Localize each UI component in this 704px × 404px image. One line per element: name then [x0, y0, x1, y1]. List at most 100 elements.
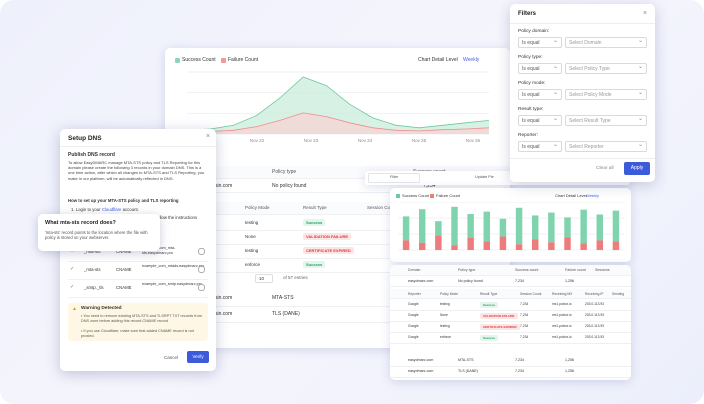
record-host: _mta-sts: [84, 249, 101, 254]
table-row[interactable]: domain.com No policy found 7,234: [165, 180, 510, 193]
toolbar-item[interactable]: Update Pie: [475, 175, 494, 179]
value-select[interactable]: Select Reporter: [565, 141, 647, 152]
cell: testing: [440, 302, 450, 306]
success-bar: [515, 207, 523, 245]
legend-label: Success Count: [182, 57, 216, 63]
cell: enforce: [245, 262, 261, 267]
cell: 203.0.113.93: [585, 302, 605, 306]
cell: 203.0.113.93: [585, 324, 605, 328]
cell: mx1.pobox.io: [552, 324, 572, 328]
apply-button[interactable]: Apply: [624, 162, 650, 175]
cell: mx1.pobox.io: [552, 302, 572, 306]
success-bar: [402, 216, 410, 241]
record-type: CNAME: [116, 285, 132, 290]
success-line: [186, 76, 490, 131]
sub-row: testing CERTIFICATE EXPIRED: [165, 244, 510, 259]
success-area: [187, 77, 489, 134]
cell: 1,256: [565, 279, 574, 283]
column-header: Failure count: [565, 268, 586, 272]
step: follow the instructions: [156, 215, 198, 220]
failure-bar: [483, 241, 491, 250]
step-link[interactable]: Cloudflare: [101, 207, 122, 212]
cell: testing: [440, 324, 450, 328]
cell: TLS (DANE): [272, 311, 300, 317]
tooltip: What mta-sts record does? 'mta-sts' reco…: [38, 214, 160, 251]
sub-row: Google enforce Success 7,234 mx1.pobox.io 203…: [390, 332, 631, 344]
legend-swatch: [430, 194, 434, 198]
toolbar-item[interactable]: Filter: [390, 175, 399, 179]
value-select[interactable]: Select Domain: [565, 37, 647, 48]
success-bar: [548, 212, 555, 243]
cell: Google: [408, 313, 419, 317]
verify-button[interactable]: Verify: [187, 351, 209, 363]
cell: 7,234: [515, 369, 524, 373]
copy-button[interactable]: [198, 266, 205, 273]
cell: TLS (DANE): [458, 369, 478, 373]
success-bar: [531, 215, 539, 240]
table-header: Domain Policy type Success count Failure co…: [390, 265, 631, 276]
page-size[interactable]: 10: [255, 274, 274, 283]
tooltip-text: 'mta-sts' record points to the location …: [45, 230, 148, 241]
success-bar: [418, 209, 426, 243]
cell: No policy found: [272, 183, 307, 189]
operator-select[interactable]: Is equal: [518, 115, 562, 126]
detail-value[interactable]: Weekly: [586, 193, 600, 198]
copy-button[interactable]: [198, 284, 205, 291]
copy-button[interactable]: [198, 248, 205, 255]
failure-bar: [596, 240, 604, 250]
field-label: Policy domain:: [518, 29, 550, 34]
failure-bar: [531, 239, 539, 250]
value-select[interactable]: Select Policy Type: [565, 63, 647, 74]
table-row[interactable]: easydmarc.com MTA-STS 7,234 1,256: [390, 355, 631, 367]
failure-bar: [580, 243, 587, 250]
divider: [510, 158, 655, 159]
detail-value[interactable]: Weekly: [463, 57, 480, 63]
cell: enforce: [440, 335, 451, 339]
legend-label: Success Count: [402, 193, 429, 198]
cancel-button[interactable]: Cancel: [164, 355, 179, 360]
operator-select[interactable]: Is equal: [518, 141, 562, 152]
bar-chart-card: Success Count Failure Count Chart Detail…: [390, 188, 631, 262]
step-text: 1. Login to your: [71, 207, 101, 212]
cell: Success: [480, 301, 499, 308]
failure-area: [187, 112, 489, 134]
value-select[interactable]: Select Policy Mode: [565, 89, 647, 100]
instructions: To allow EasyDMARC manage MTA-STS policy…: [68, 160, 205, 181]
cell: 7,234: [520, 313, 529, 317]
column-header: Success count: [515, 268, 539, 272]
cell: Google: [408, 324, 419, 328]
operator-select[interactable]: Is equal: [518, 37, 562, 48]
operator-select[interactable]: Is equal: [518, 89, 562, 100]
cell: 7,234: [423, 183, 436, 189]
warning-title: Warning Detected: [81, 306, 122, 311]
failure-line: [186, 112, 490, 133]
cell: 7,234: [515, 279, 524, 283]
clear-button[interactable]: Clear all: [596, 166, 614, 171]
failure-bar: [435, 235, 442, 250]
cell: Success: [480, 334, 499, 341]
sub-row: enforce Success: [165, 258, 510, 273]
setup-dns-modal: Setup DNS × Publish DNS record To allow …: [60, 129, 216, 371]
column-header: Result Type: [480, 291, 498, 296]
value-select[interactable]: Select Result Type: [565, 115, 647, 126]
entries-label: of 57 entries: [283, 275, 308, 280]
close-button[interactable]: ×: [206, 133, 211, 140]
cell: 7,234: [520, 324, 529, 328]
table-row[interactable]: easydmarc.com TLS (DANE) 7,234 1,256: [390, 366, 631, 378]
record-type: CNAME: [116, 249, 132, 254]
x-tick-label: Nov 24: [358, 138, 373, 143]
cell: testing: [245, 220, 259, 225]
section-title: Publish DNS record: [68, 152, 115, 158]
table-row[interactable]: easydmarc.com No policy found 7,234 1,256: [390, 276, 631, 287]
x-tick-label: Nov 25: [412, 138, 427, 143]
bar-chart: [398, 202, 624, 251]
cell: No policy found: [458, 279, 483, 283]
cell: 7,234: [515, 358, 524, 362]
warning-icon: ▲: [72, 306, 77, 312]
legend-swatch: [175, 58, 180, 63]
operator-select[interactable]: Is equal: [518, 63, 562, 74]
close-button[interactable]: ×: [643, 10, 648, 17]
